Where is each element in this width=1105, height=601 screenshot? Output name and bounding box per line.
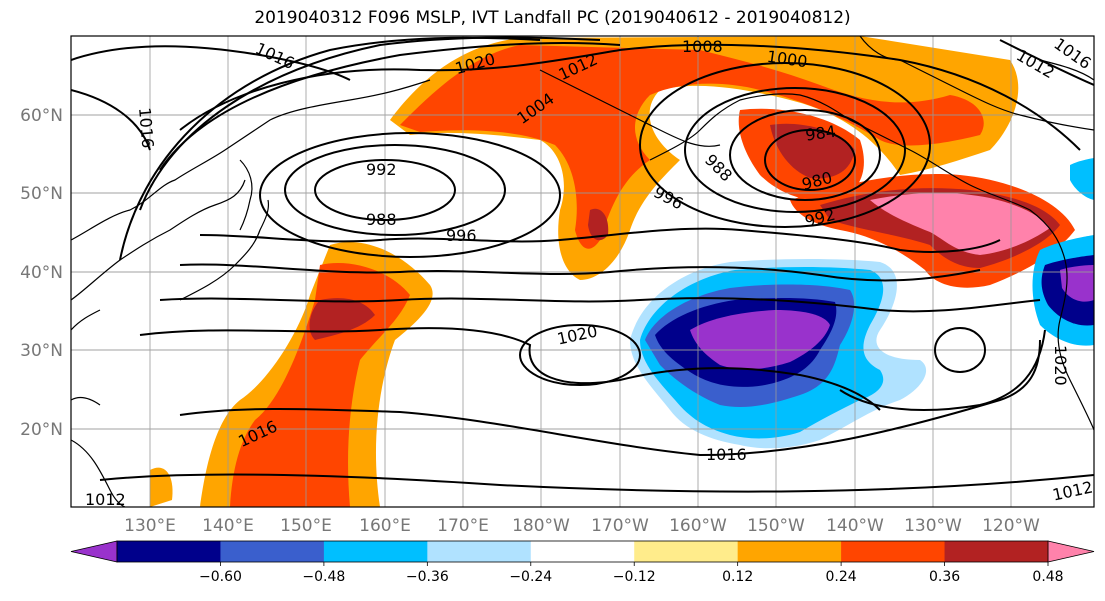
ivt-max-west (309, 298, 375, 340)
lat-label: 50°N (20, 184, 63, 204)
colorbar-tick-label: 0.12 (722, 569, 753, 585)
isobar-label: 984 (804, 122, 837, 145)
colorbar-tick-label: 0.36 (929, 569, 960, 585)
ivt-coast-max (870, 192, 1050, 255)
colorbar-bin (117, 541, 221, 562)
isobar-1016 (139, 327, 881, 411)
lon-label: 120°W (982, 516, 1040, 536)
colorbar-tick-label: −0.36 (406, 569, 449, 585)
isobar-1000 (179, 43, 1081, 151)
colorbar-tick-label: 0.48 (1032, 569, 1063, 585)
isobar-label: 1008 (682, 37, 723, 56)
colorbar-tick-label: −0.12 (613, 569, 656, 585)
isobar-984 (729, 109, 881, 201)
lon-label: 140°W (826, 516, 884, 536)
ivt-neg-ne-cyan (1070, 158, 1094, 200)
colorbar-extend-low (70, 540, 118, 563)
longitude-labels: 130°E 140°E 150°E 160°E 170°E 180°W 170°… (124, 516, 1040, 536)
isobar-1012 (119, 36, 541, 261)
lat-label: 60°N (20, 106, 63, 126)
isobar-988 (314, 159, 456, 221)
isobar-980 (764, 129, 856, 191)
isobar-label: 1020 (1051, 345, 1070, 386)
isobar-1016-s (179, 339, 1041, 457)
colorbar-bin (220, 541, 325, 562)
colorbar: −0.60 −0.48 −0.36 −0.24 −0.12 0.12 0.24 0.36 0.4… (70, 540, 1095, 585)
isobar-992 (284, 144, 506, 236)
colorbar-bin (427, 541, 532, 562)
colorbar-tick-label: −0.60 (199, 569, 242, 585)
colorbar-tick-label: 0.24 (826, 569, 857, 585)
shaded-field (150, 36, 1094, 507)
colorbar-bin (841, 541, 946, 562)
lon-label: 170°W (591, 516, 649, 536)
ivt-strong-plume-west (230, 263, 410, 507)
lon-label: 180°W (512, 516, 570, 536)
isobar-label: 996 (446, 226, 477, 245)
isobar-1016-nw (71, 45, 351, 81)
isobar-988-e (684, 87, 906, 213)
colorbar-tick-label: −0.48 (302, 569, 345, 585)
isobar-996 (259, 132, 561, 258)
lon-label: 130°W (904, 516, 962, 536)
lat-label: 20°N (20, 420, 63, 440)
lon-label: 160°E (359, 516, 411, 536)
colorbar-bin (530, 541, 635, 562)
map-title: 2019040312 F096 MSLP, IVT Landfall PC (2… (254, 8, 851, 28)
colorbar-bin (944, 541, 1049, 562)
isobar-1016-w (71, 89, 151, 151)
isobar-1012-ne (999, 39, 1094, 86)
latitude-labels: 60°N 50°N 40°N 30°N 20°N (20, 106, 63, 440)
isobar-1020-loop (839, 329, 1046, 411)
isobar-1020 (519, 324, 641, 386)
lat-label: 40°N (20, 263, 63, 283)
lon-label: 140°E (202, 516, 254, 536)
coastlines (71, 36, 1094, 507)
colorbar-border (116, 540, 1049, 563)
plot-border (70, 35, 1095, 508)
ivt-north-max-1 (588, 208, 609, 241)
ivt-neg-east-purple (1060, 265, 1094, 302)
isobar-1012-s (159, 297, 1041, 313)
colorbar-bin (737, 541, 842, 562)
colorbar-bin (634, 541, 739, 562)
isobars (71, 36, 1094, 493)
isobar-label: 1016 (135, 107, 157, 149)
lon-label: 150°W (747, 516, 805, 536)
isobar-label: 1012 (85, 490, 126, 509)
isobar-label: 1016 (706, 445, 747, 464)
ivt-neg-purple (690, 310, 830, 370)
lon-label: 170°E (437, 516, 489, 536)
isobar-1004 (159, 42, 621, 171)
colorbar-tick-label: −0.24 (509, 569, 552, 585)
isobar-1008 (139, 36, 601, 211)
lon-label: 160°W (669, 516, 727, 536)
isobar-label: 988 (366, 210, 397, 229)
isobar-1008-s (179, 263, 981, 282)
isobar-1012-sss (99, 473, 1094, 493)
ivt-small-patch (150, 467, 173, 507)
lat-label: 30°N (20, 341, 63, 361)
colorbar-bin (323, 541, 428, 562)
ivt-north-band-strong (400, 45, 984, 249)
ivt-alaska-max (770, 123, 855, 179)
graticule (71, 36, 1094, 507)
isobar-label: 992 (366, 160, 397, 179)
isobar-1004-s (199, 227, 1001, 253)
colorbar-extend-high (1047, 540, 1095, 563)
isobar-1020-e (934, 327, 986, 373)
lon-label: 130°E (124, 516, 176, 536)
lon-label: 150°E (280, 516, 332, 536)
isobar-992-e (639, 62, 931, 228)
